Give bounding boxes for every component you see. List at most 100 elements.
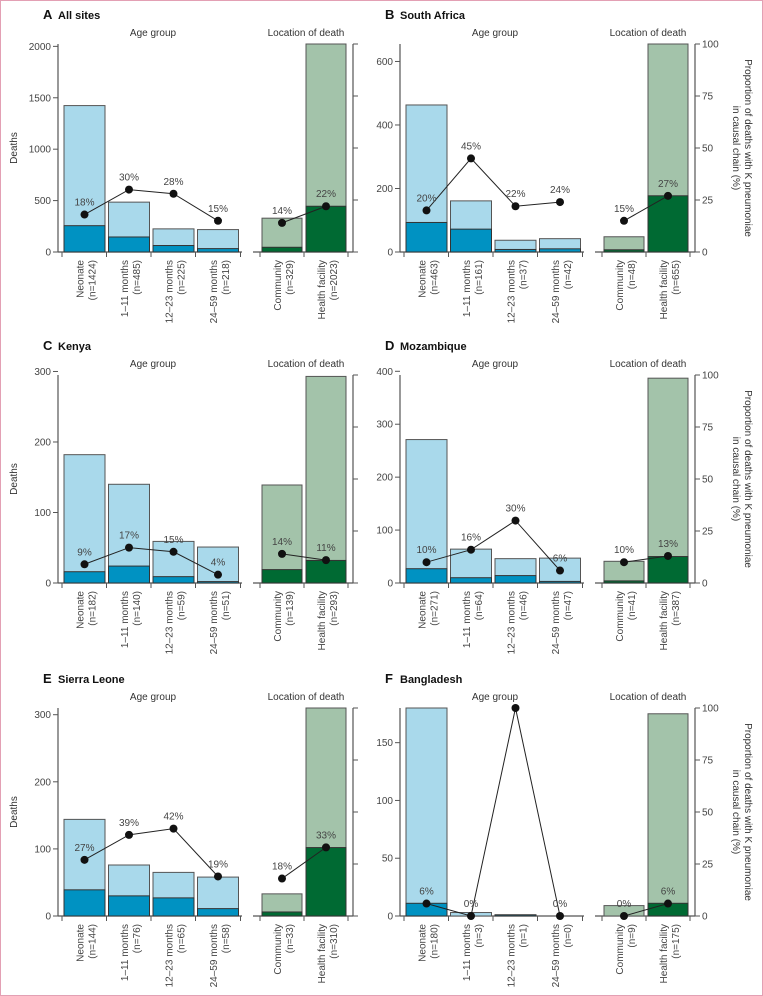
x-category-label: 12–23 months [165, 260, 176, 323]
bar-kp-age [450, 228, 492, 253]
x-category-n: (n=329) [285, 260, 296, 295]
y-tick-label: 0 [45, 912, 51, 923]
y2-tick-label: 75 [702, 92, 714, 103]
bar-kp-location [647, 556, 689, 584]
proportion-point-age [169, 189, 178, 198]
x-category-label: Health facility [317, 591, 328, 650]
y-axis-title: Deaths [9, 463, 20, 495]
panel-a: A All sites Age group Location of death 0 500… [9, 7, 358, 323]
x-category-n: (n=218) [221, 260, 232, 295]
bar-kp-location [305, 205, 347, 253]
y2-tick-label: 50 [702, 144, 714, 155]
group-title-location: Location of death [268, 359, 345, 370]
proportion-label: 6% [419, 887, 434, 898]
bar-kp-age [152, 245, 195, 253]
proportion-label: 15% [208, 204, 228, 215]
bar-kp-age [108, 895, 150, 917]
proportion-line-age [426, 707, 561, 917]
bar-kp-location [261, 911, 303, 917]
bar-total-location [647, 713, 689, 917]
x-category-n: (n=41) [627, 591, 638, 620]
y-tick-label: 500 [34, 196, 51, 207]
proportion-label: 30% [119, 173, 139, 184]
panel-d: D Mozambique Age group Location of death 0 10… [376, 338, 753, 654]
group-title-location: Location of death [268, 692, 345, 703]
x-category-n: (n=64) [474, 591, 485, 620]
y-tick-label: 300 [34, 710, 51, 721]
y-tick-label: 200 [376, 184, 393, 195]
bar-kp-age [197, 581, 239, 584]
y-tick-label: 2000 [29, 42, 52, 53]
panel-letter: D [385, 338, 394, 353]
y2-axis-title-line2: in causal chain (%) [730, 106, 741, 190]
panel-letter: F [385, 671, 393, 686]
proportion-line-age [426, 519, 561, 571]
proportion-point-age [511, 704, 520, 712]
y2-tick-label: 50 [702, 475, 714, 486]
bar-kp-location [647, 195, 689, 253]
proportion-point-location [664, 551, 672, 560]
y2-tick-label: 0 [702, 248, 708, 259]
x-category-n: (n=293) [329, 591, 340, 626]
group-title-location: Location of death [610, 692, 687, 703]
x-category-n: (n=225) [177, 260, 188, 295]
group-title-age: Age group [472, 359, 519, 370]
x-category-label: 1–11 months [120, 924, 131, 981]
proportion-label: 22% [316, 189, 336, 200]
proportion-line-location [281, 205, 327, 224]
proportion-point-location [278, 874, 286, 883]
proportion-label: 0% [617, 899, 632, 910]
x-category-label: 24–59 months [551, 591, 562, 654]
y-tick-label: 600 [376, 57, 393, 68]
x-category-label: 24–59 months [551, 924, 562, 987]
x-category-label: 12–23 months [507, 260, 518, 323]
proportion-point-age [214, 872, 222, 881]
x-category-n: (n=48) [627, 260, 638, 289]
proportion-point-location [620, 912, 628, 920]
x-category-n: (n=182) [88, 591, 99, 626]
x-category-n: (n=655) [671, 260, 682, 295]
y2-tick-label: 0 [702, 579, 708, 590]
proportion-label: 0% [553, 899, 568, 910]
proportion-point-age [422, 206, 431, 215]
panel-letter: B [385, 7, 394, 22]
y-tick-label: 400 [376, 367, 393, 378]
bar-kp-age [63, 225, 106, 253]
proportion-line-location [281, 553, 327, 561]
y-tick-label: 150 [376, 738, 393, 749]
x-category-n: (n=387) [671, 591, 682, 626]
group-title-location: Location of death [268, 28, 345, 39]
proportion-point-location [278, 549, 286, 558]
x-category-n: (n=161) [474, 260, 485, 295]
x-category-label: Neonate [418, 924, 429, 962]
bar-total-location [261, 484, 303, 584]
proportion-label: 14% [272, 206, 292, 217]
group-title-age: Age group [472, 28, 519, 39]
y2-tick-label: 25 [702, 860, 714, 871]
proportion-label: 15% [614, 204, 634, 215]
proportion-point-age [125, 830, 133, 839]
x-category-n: (n=42) [563, 260, 574, 289]
y2-tick-label: 25 [702, 527, 714, 538]
proportion-point-age [125, 543, 133, 552]
x-category-label: 12–23 months [507, 591, 518, 654]
x-category-label: Neonate [76, 924, 87, 962]
bar-kp-age [108, 565, 150, 584]
proportion-line-location [623, 903, 669, 917]
proportion-label: 17% [119, 531, 139, 542]
x-category-label: 12–23 months [507, 924, 518, 987]
bar-kp-age [405, 568, 448, 584]
y2-tick-label: 100 [702, 40, 719, 51]
bar-kp-age [108, 236, 150, 253]
y2-axis-title-line1: Proportion of deaths with K pneumoniae [742, 59, 753, 237]
panel-title: South Africa [400, 10, 466, 22]
proportion-label: 19% [208, 859, 228, 870]
proportion-point-age [214, 216, 222, 225]
bar-kp-age [539, 580, 581, 584]
group-title-age: Age group [130, 692, 177, 703]
bar-kp-age [63, 571, 106, 584]
x-category-n: (n=463) [430, 260, 441, 295]
y2-axis-title-line2: in causal chain (%) [730, 437, 741, 521]
x-category-n: (n=59) [177, 591, 188, 620]
proportion-label: 45% [461, 141, 481, 152]
